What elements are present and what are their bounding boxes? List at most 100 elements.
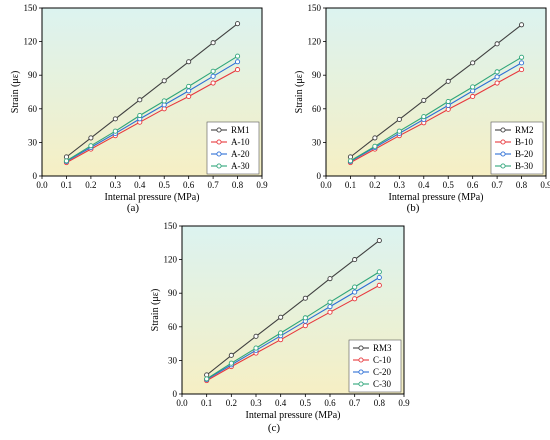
data-point-B-30 xyxy=(421,114,427,120)
y-tick-label: 60 xyxy=(28,104,38,114)
legend-label-RM1: RM1 xyxy=(231,125,250,135)
data-point-B-30 xyxy=(470,84,476,90)
x-tick-label: 0.1 xyxy=(345,180,356,190)
series-line-A-10 xyxy=(66,69,238,164)
data-point-B-30 xyxy=(372,143,378,149)
data-point-B-30 xyxy=(494,69,500,75)
legend-marker-C-30 xyxy=(358,381,364,387)
x-tick-label: 0.9 xyxy=(398,398,410,408)
series-line-RM1 xyxy=(66,23,238,158)
data-point-A-30 xyxy=(186,83,192,89)
data-point-C-30 xyxy=(352,284,358,290)
data-point-RM2 xyxy=(445,78,451,84)
x-tick-label: 0.4 xyxy=(418,180,430,190)
legend-label-B-30: B-30 xyxy=(515,161,534,171)
x-axis-label: Internal pressure (MPa) xyxy=(246,410,341,421)
x-tick-label: 0.2 xyxy=(226,398,237,408)
x-axis-label: Internal pressure (MPa) xyxy=(105,192,200,203)
data-point-C-20 xyxy=(352,289,358,295)
data-point-RM1 xyxy=(186,59,192,65)
x-tick-label: 0.6 xyxy=(324,398,336,408)
legend-marker-RM3 xyxy=(358,345,364,351)
legend-label-C-20: C-20 xyxy=(373,367,392,377)
y-tick-label: 150 xyxy=(24,3,38,13)
legend-marker-C-10 xyxy=(358,357,364,363)
data-point-A-30 xyxy=(161,98,167,104)
data-point-B-20 xyxy=(519,60,525,66)
data-point-RM2 xyxy=(421,97,427,103)
x-tick-label: 0.2 xyxy=(85,180,96,190)
x-tick-label: 0.9 xyxy=(540,180,550,190)
data-point-RM3 xyxy=(253,333,259,339)
legend-label-C-10: C-10 xyxy=(373,355,392,365)
series-line-C-30 xyxy=(206,271,380,380)
y-axis-label: Strain (με) xyxy=(150,289,161,332)
data-point-A-30 xyxy=(63,158,69,164)
legend-marker-A-20 xyxy=(216,151,222,157)
x-tick-label: 0.1 xyxy=(201,398,212,408)
series-line-RM3 xyxy=(206,240,380,376)
data-point-A-10 xyxy=(235,67,241,73)
legend-marker-B-10 xyxy=(500,139,506,145)
data-point-A-20 xyxy=(235,59,241,65)
data-point-RM3 xyxy=(352,257,358,263)
data-point-RM1 xyxy=(112,116,118,122)
data-point-B-10 xyxy=(519,67,525,73)
y-tick-label: 30 xyxy=(312,137,322,147)
x-tick-label: 0.5 xyxy=(443,180,455,190)
data-point-C-10 xyxy=(376,282,382,288)
data-point-RM2 xyxy=(519,22,525,28)
y-tick-label: 90 xyxy=(312,70,322,80)
x-tick-label: 0.5 xyxy=(300,398,312,408)
data-point-C-30 xyxy=(253,345,259,351)
panel-caption: (b) xyxy=(407,202,420,214)
data-point-RM1 xyxy=(137,97,143,103)
data-point-C-30 xyxy=(376,269,382,275)
data-point-RM2 xyxy=(470,60,476,66)
x-tick-label: 0.8 xyxy=(516,180,528,190)
x-tick-label: 0.8 xyxy=(374,398,386,408)
series-line-C-10 xyxy=(206,284,380,382)
data-point-A-20 xyxy=(210,73,216,79)
data-point-RM2 xyxy=(372,135,378,141)
y-tick-label: 90 xyxy=(168,288,178,298)
series-line-B-20 xyxy=(350,62,522,162)
panel-caption: (a) xyxy=(127,202,140,214)
data-point-C-20 xyxy=(376,274,382,281)
legend-label-A-10: A-10 xyxy=(231,137,250,147)
legend-label-B-20: B-20 xyxy=(515,149,534,159)
data-point-RM1 xyxy=(88,135,94,141)
legend-marker-A-30 xyxy=(216,163,222,169)
data-point-A-20 xyxy=(186,88,192,94)
y-tick-label: 0 xyxy=(33,171,38,181)
x-tick-label: 0.4 xyxy=(275,398,287,408)
y-tick-label: 30 xyxy=(28,137,38,147)
legend-box xyxy=(490,121,544,175)
x-tick-label: 0.3 xyxy=(394,180,406,190)
data-point-RM1 xyxy=(235,21,241,27)
x-tick-label: 0.8 xyxy=(232,180,244,190)
data-point-C-30 xyxy=(228,360,234,366)
data-point-RM2 xyxy=(494,41,500,47)
data-point-A-30 xyxy=(235,53,241,59)
series-line-B-30 xyxy=(350,56,522,162)
y-tick-label: 0 xyxy=(317,171,322,181)
y-tick-label: 120 xyxy=(164,255,178,265)
data-point-B-20 xyxy=(494,74,500,80)
x-tick-label: 0.4 xyxy=(134,180,146,190)
x-tick-label: 0.7 xyxy=(207,180,219,190)
legend-label-A-30: A-30 xyxy=(231,161,250,171)
x-tick-label: 0.7 xyxy=(491,180,503,190)
legend-label-A-20: A-20 xyxy=(231,149,250,159)
x-tick-label: 0.0 xyxy=(320,180,332,190)
legend-marker-C-20 xyxy=(358,369,364,375)
chart-panel-3: 0.0 0.1 0.2 0.3 0.4 0.5 0.6 0.7 0.8 0.9 0 30 60 90 120… xyxy=(150,221,410,434)
x-tick-label: 0.1 xyxy=(61,180,72,190)
legend-marker-B-30 xyxy=(500,163,506,169)
legend-label-RM3: RM3 xyxy=(373,343,392,353)
legend-marker-RM1 xyxy=(216,127,222,133)
data-point-B-10 xyxy=(470,93,476,100)
data-point-B-30 xyxy=(445,98,451,105)
panel-caption: (c) xyxy=(268,422,281,434)
